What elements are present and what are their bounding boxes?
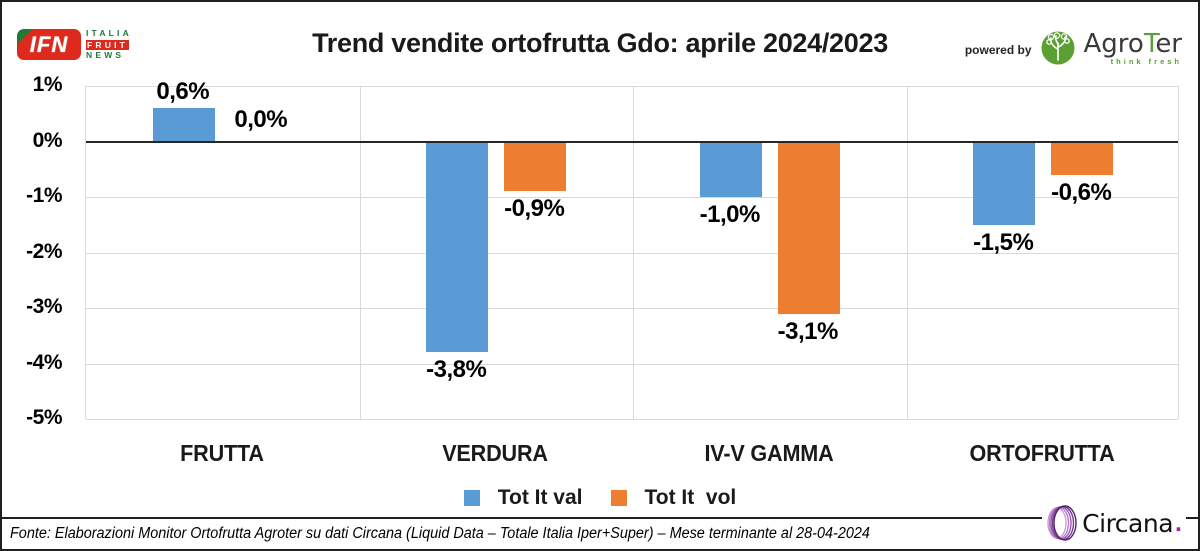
plot-area (85, 86, 1179, 420)
source-note: Fonte: Elaborazioni Monitor Ortofrutta A… (10, 525, 870, 542)
legend-item-tot-it-vol: Tot It vol (610, 486, 737, 510)
powered-by-label: powered by (964, 43, 1032, 57)
ifn-logo-mark: IFN (17, 29, 81, 60)
value-label: -3,8% (426, 356, 487, 384)
gridline-h (86, 252, 1178, 254)
value-label: -3,1% (777, 317, 839, 345)
gridline-v (359, 86, 361, 419)
ifn-italia-label: ITALIA (86, 28, 132, 38)
value-label: -1,0% (699, 201, 761, 228)
y-tick-label: -1% (26, 184, 62, 207)
bar-tot-it-vol-verdura (504, 141, 567, 192)
legend-swatch (463, 490, 480, 506)
gridline-v (633, 86, 634, 419)
ifn-fruit-label: FRUIT (86, 39, 130, 50)
chart-title: Trend vendite ortofrutta Gdo: aprile 202… (312, 28, 888, 58)
circana-logo: Circana. (1042, 502, 1186, 544)
agroter-logo: powered by AgroTer think fresh (965, 30, 1182, 66)
y-tick-label: -2% (26, 239, 62, 263)
category-label-frutta: FRUTTA (179, 440, 264, 466)
gridline-h (86, 86, 1178, 87)
agroter-wordmark: AgroTer think fresh (1084, 31, 1182, 66)
value-label: -1,5% (973, 228, 1034, 256)
ifn-news-label: NEWS (86, 50, 125, 60)
y-tick-label: 1% (32, 73, 63, 96)
circana-wordmark: Circana (1082, 508, 1174, 538)
gridline-h (86, 363, 1178, 365)
y-tick-label: -5% (26, 406, 62, 429)
bar-tot-it-vol-ortofrutta (1051, 141, 1114, 175)
y-tick-label: -3% (26, 295, 62, 318)
gridline-v (906, 86, 908, 419)
value-label: -0,9% (504, 195, 565, 223)
value-label: -0,6% (1051, 178, 1112, 206)
value-label: 0,6% (156, 78, 210, 106)
y-tick-label: -4% (26, 350, 62, 374)
gridline-h (86, 419, 1178, 420)
legend: Tot It val Tot It vol (2, 486, 1198, 510)
circana-spiral-icon (1047, 505, 1077, 541)
bar-tot-it-val-frutta (152, 108, 215, 142)
footer-separator (2, 517, 1198, 519)
agroter-tagline: think fresh (1110, 56, 1182, 66)
legend-label: Tot It val (497, 486, 583, 509)
legend-swatch (610, 490, 627, 506)
legend-item-tot-it-val: Tot It val (463, 486, 583, 510)
value-label: 0,0% (234, 105, 288, 133)
bar-tot-it-val-iv-v-gamma (699, 141, 762, 197)
circana-dot: . (1175, 508, 1182, 537)
y-tick-label: 0% (32, 128, 63, 152)
zero-axis-line (86, 140, 1178, 143)
gridline-h (86, 197, 1178, 198)
bar-tot-it-vol-iv-v-gamma (777, 141, 840, 314)
legend-label: Tot It vol (644, 486, 737, 509)
agroter-tree-icon (1041, 31, 1075, 65)
bar-tot-it-val-verdura (426, 141, 489, 353)
gridline-h (86, 308, 1178, 309)
category-label-ortofrutta: ORTOFRUTTA (969, 440, 1115, 466)
category-label-iv-v-gamma: IV-V GAMMA (704, 440, 834, 466)
ifn-logo-text: ITALIA FRUIT NEWS (86, 29, 132, 60)
agroter-name: AgroTer (1083, 28, 1182, 59)
ifn-acronym: IFN (29, 31, 69, 57)
bar-tot-it-val-ortofrutta (973, 141, 1036, 225)
ifn-logo: IFN ITALIA FRUIT NEWS (17, 29, 132, 60)
category-label-verdura: VERDURA (442, 440, 549, 466)
